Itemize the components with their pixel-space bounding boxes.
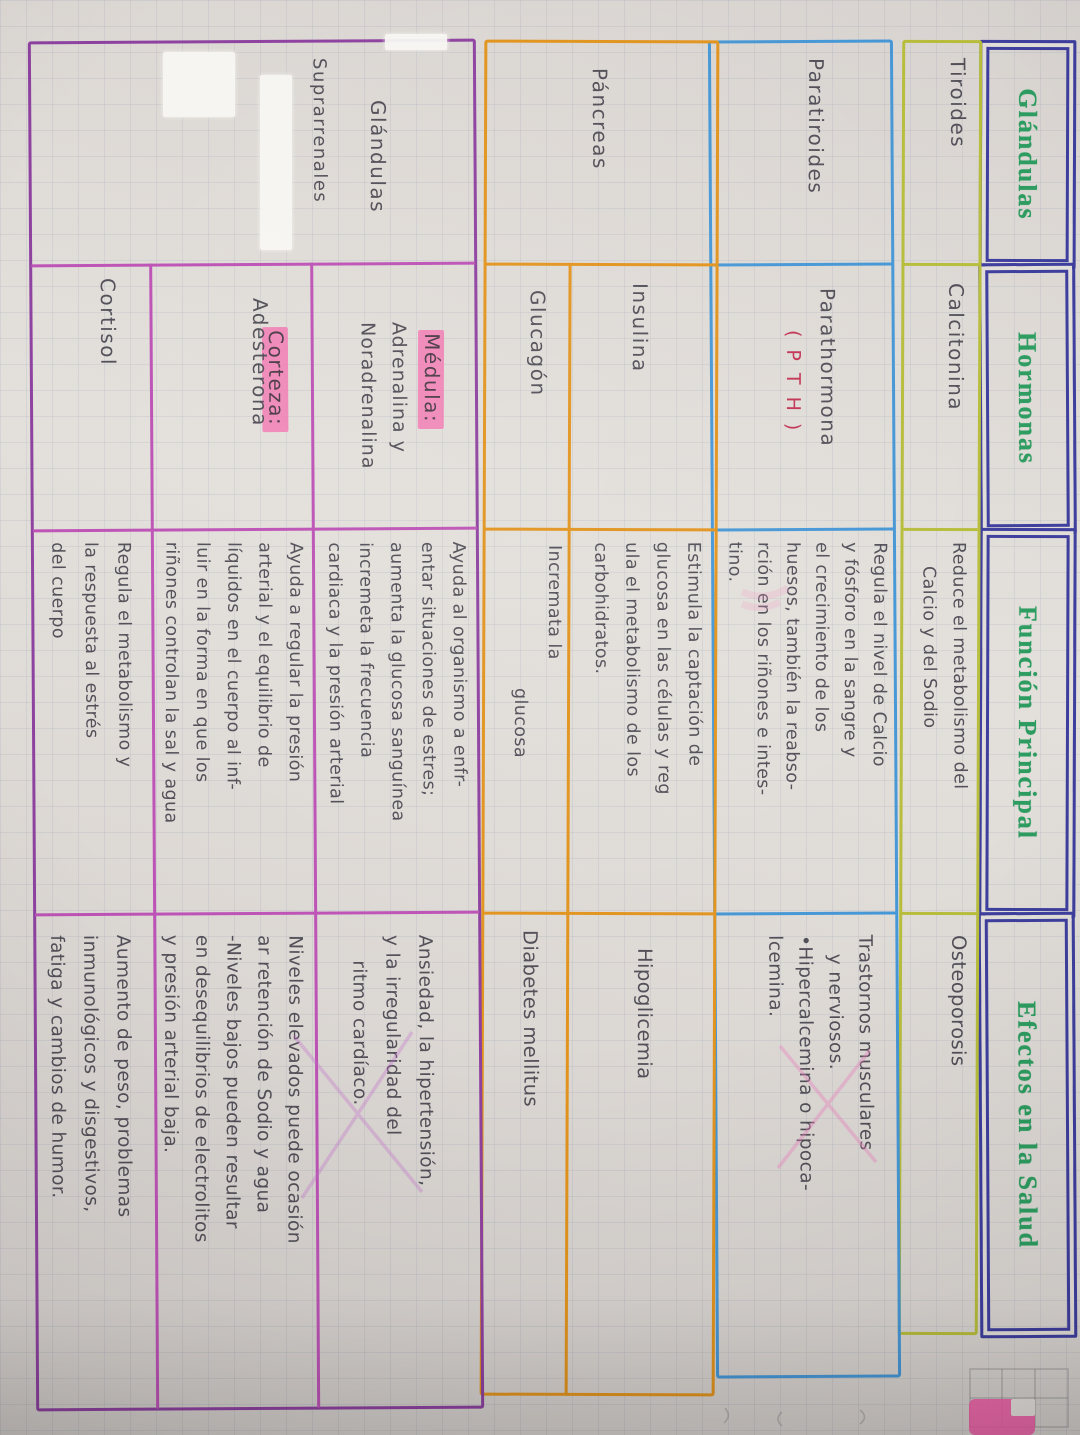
header-box-funcion: Función Principal <box>978 527 1077 919</box>
medula-highlight: Médula: <box>417 330 445 430</box>
cell-glucagon-label: Glucagón <box>525 289 551 397</box>
cell-paratiroides-funcion: Regula el nivel de Calcio y fósforo en l… <box>724 541 890 796</box>
cell-pancreas-gland: Páncreas <box>587 67 613 170</box>
column-divider <box>903 262 980 267</box>
cell-insulina-label: Insulina <box>627 282 653 373</box>
cell-suprarrenales-gland-line2: Suprarrenales <box>308 57 331 204</box>
column-divider <box>715 911 897 916</box>
cell-cortisol-funcion: Regula el metabolismo y la respuesta al … <box>47 541 135 768</box>
cell-glucagon-funcion-line2: glucosa <box>509 687 531 759</box>
cell-tiroides-hormona: Calcitonina <box>943 282 969 412</box>
cell-medula-funcion: Ayuda al organismo a enfr- entar situaci… <box>324 541 470 822</box>
cell-insulina-efectos: Hipoglicemia <box>632 947 657 1080</box>
row-divider-insulina-glucagon <box>564 262 572 1394</box>
header-label-glandulas: Glándulas <box>1013 88 1043 221</box>
header-box-efectos: Efectos en la Salud <box>977 911 1078 1339</box>
cell-tiroides-gland: Tiroides <box>945 57 971 149</box>
row-divider-medula-corteza <box>310 262 321 1408</box>
cell-glucagon-funcion-line1: Incremata la <box>543 544 565 660</box>
header-label-hormonas: Hormonas <box>1013 331 1043 466</box>
column-divider <box>31 261 476 268</box>
column-divider <box>35 910 480 917</box>
whiteout-patch <box>385 34 447 50</box>
cell-paratiroides-hormona-sigla: ( P T H ) <box>781 329 805 434</box>
column-divider <box>712 527 894 532</box>
cell-medula-efectos: Ansiedad, la hipertensión, y la irregula… <box>348 934 437 1187</box>
cell-insulina-funcion: Estimula la captación de glucosa en las … <box>590 541 705 795</box>
cell-corteza-hormona: Adesterona <box>247 297 273 427</box>
cell-corteza-funcion: Ayuda a regular la presión arterial y el… <box>160 541 306 824</box>
whiteout-patch <box>260 75 292 250</box>
column-divider <box>901 911 978 916</box>
pink-highlighter-notch <box>1011 1399 1035 1416</box>
cell-paratiroides-hormona: Parathormona <box>815 287 841 448</box>
header-box-glandulas: Glándulas <box>978 39 1077 270</box>
column-divider <box>483 911 715 916</box>
cell-suprarrenales-gland-line1: Glándulas <box>365 99 391 214</box>
cell-medula-hormonas: Adrenalina y Noradrenalina <box>356 321 411 470</box>
cell-cortisol-label: Cortisol <box>95 277 121 367</box>
header-label-efectos: Efectos en la Salud <box>1012 1000 1044 1250</box>
header-label-funcion: Función Principal <box>1013 605 1043 841</box>
cell-tiroides-funcion: Reduce el metabolismo del Calcio y del S… <box>918 541 970 790</box>
column-divider <box>902 527 979 532</box>
column-divider <box>484 527 716 532</box>
cell-corteza-efectos: Niveles elevados puede ocasión ar retenc… <box>159 934 306 1244</box>
cell-tiroides-efectos: Osteoporosis <box>946 934 971 1067</box>
pink-highlighter-mark <box>969 1399 1035 1435</box>
column-divider <box>485 262 717 267</box>
cell-glucagon-efectos: Diabetes mellitus <box>518 929 543 1108</box>
column-divider <box>711 262 893 267</box>
header-box-hormonas: Hormonas <box>978 262 1077 535</box>
column-divider <box>32 526 477 533</box>
cell-paratiroides-efectos: Trastornos musculares y nerviosos. •Hipe… <box>764 934 877 1192</box>
whiteout-patch <box>163 52 235 117</box>
cell-paratiroides-gland: Paratiroides <box>803 57 829 195</box>
cell-cortisol-efectos: Aumento de peso, problemas inmunológicos… <box>46 934 135 1218</box>
